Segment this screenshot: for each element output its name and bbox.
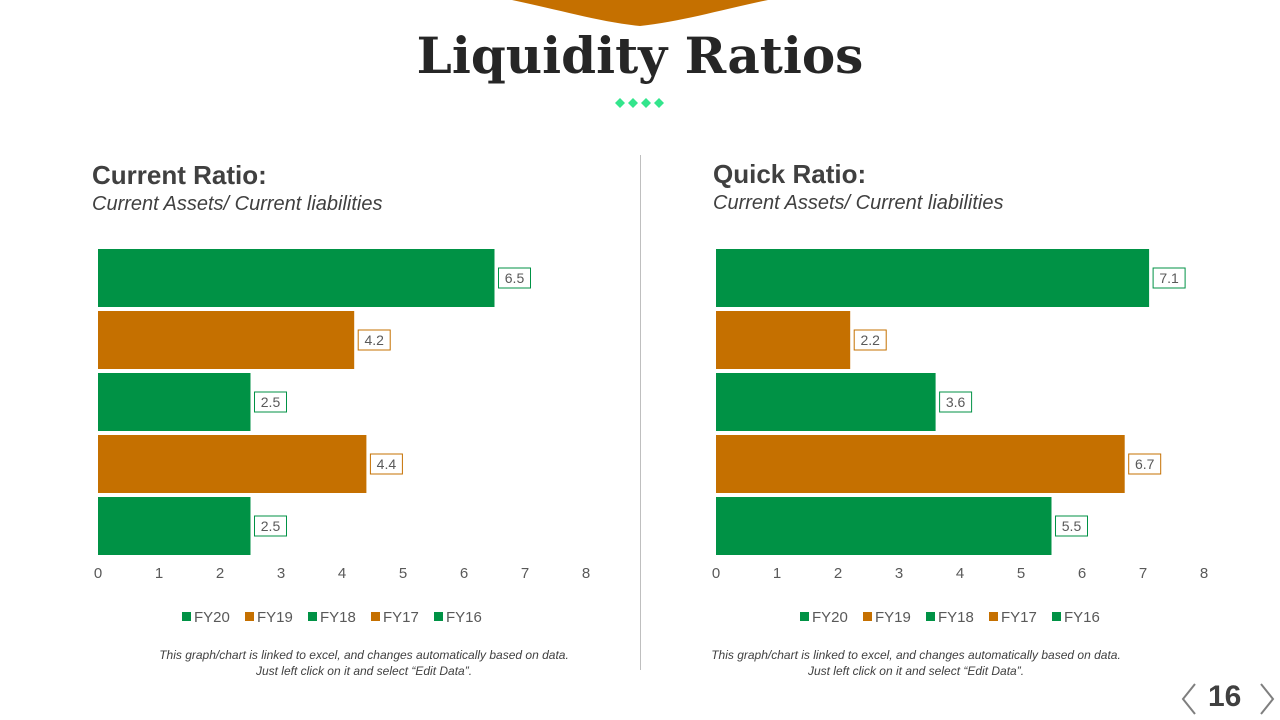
x-tick-label: 4 (338, 565, 346, 582)
data-label-box (254, 391, 287, 413)
bar-fy19[interactable] (98, 311, 355, 369)
bar-fy17[interactable] (98, 435, 367, 493)
legend-swatch (182, 612, 191, 621)
data-label-box (1128, 453, 1162, 475)
current-ratio-heading: Current Ratio: (92, 160, 267, 190)
data-label: 2.5 (261, 518, 281, 534)
bar-fy17[interactable] (716, 435, 1125, 493)
note-line-2: Just left click on it and select “Edit D… (255, 664, 473, 678)
data-label: 4.4 (377, 456, 397, 472)
legend-label-fy20: FY20 (194, 609, 230, 626)
bar-fy18[interactable] (98, 373, 251, 431)
bar-fy18[interactable] (716, 373, 936, 431)
vertical-divider (640, 155, 641, 670)
legend-swatch (926, 612, 935, 621)
bar-fy20[interactable] (716, 249, 1150, 307)
legend-swatch (434, 612, 443, 621)
chevron-right-icon[interactable] (1258, 682, 1276, 716)
x-tick-label: 7 (521, 565, 529, 582)
diamond-divider-icon (615, 98, 664, 108)
data-label-box (853, 329, 887, 351)
x-tick-label: 5 (1017, 565, 1025, 582)
data-label-box (939, 391, 973, 413)
current-ratio-note: This graph/chart is linked to excel, and… (124, 647, 604, 679)
legend-swatch (989, 612, 998, 621)
data-label-box (1152, 267, 1186, 289)
legend-label-fy17: FY17 (1001, 609, 1037, 626)
data-label: 4.2 (364, 332, 384, 348)
legend-swatch (371, 612, 380, 621)
x-tick-label: 5 (399, 565, 407, 582)
data-label: 2.5 (261, 394, 281, 410)
quick-ratio-chart[interactable]: 7.1 2.2 3.6 6.7 5.5 0 1 2 3 4 5 6 7 8 FY20 FY19 FY18 FY17… (0, 0, 1280, 640)
page-title: Liquidity Ratios (416, 26, 864, 85)
quick-ratio-subheading: Current Assets/ Current liabilities (713, 192, 1004, 214)
x-tick-label: 6 (1078, 565, 1086, 582)
legend-label-fy18: FY18 (320, 609, 356, 626)
data-label: 6.5 (505, 270, 525, 286)
x-tick-label: 2 (834, 565, 842, 582)
x-tick-label: 3 (277, 565, 285, 582)
note-line-1: This graph/chart is linked to excel, and… (711, 648, 1121, 662)
data-label: 3.6 (946, 394, 966, 410)
x-tick-label: 3 (895, 565, 903, 582)
data-label-box (369, 453, 403, 475)
current-ratio-chart[interactable]: 6.5 4.2 2.5 4.4 2.5 0 1 2 3 4 5 6 7 8 FY20 FY19 FY18 FY17… (0, 0, 640, 640)
top-tab-decoration (512, 0, 768, 26)
quick-ratio-note: This graph/chart is linked to excel, and… (676, 647, 1156, 679)
bar-fy19[interactable] (716, 311, 851, 369)
bar-fy16[interactable] (98, 497, 251, 555)
legend-label-fy16: FY16 (446, 609, 482, 626)
legend-swatch (245, 612, 254, 621)
bar-fy20[interactable] (98, 249, 495, 307)
x-tick-label: 1 (773, 565, 781, 582)
legend-label-fy19: FY19 (875, 609, 911, 626)
page-number: 16 (1208, 680, 1242, 713)
legend-label-fy16: FY16 (1064, 609, 1100, 626)
x-tick-label: 0 (712, 565, 720, 582)
data-label: 5.5 (1062, 518, 1082, 534)
legend-label-fy18: FY18 (938, 609, 974, 626)
x-tick-label: 4 (956, 565, 964, 582)
legend-swatch (308, 612, 317, 621)
legend-swatch (1052, 612, 1061, 621)
data-label-box (254, 515, 287, 537)
data-label-box (498, 267, 531, 289)
quick-ratio-heading: Quick Ratio: (713, 159, 867, 189)
x-tick-label: 2 (216, 565, 224, 582)
data-label: 2.2 (860, 332, 880, 348)
x-tick-label: 6 (460, 565, 468, 582)
x-tick-label: 8 (1200, 565, 1208, 582)
data-label: 7.1 (1159, 270, 1179, 286)
chevron-left-icon[interactable] (1180, 682, 1198, 716)
note-line-2: Just left click on it and select “Edit D… (807, 664, 1025, 678)
legend-swatch (800, 612, 809, 621)
note-line-1: This graph/chart is linked to excel, and… (159, 648, 569, 662)
data-label-box (1055, 515, 1088, 537)
data-label: 6.7 (1135, 456, 1155, 472)
x-tick-label: 1 (155, 565, 163, 582)
x-tick-label: 8 (582, 565, 590, 582)
legend-swatch (863, 612, 872, 621)
data-label-box (357, 329, 391, 351)
current-ratio-subheading: Current Assets/ Current liabilities (92, 193, 383, 215)
legend-label-fy17: FY17 (383, 609, 419, 626)
bar-fy16[interactable] (716, 497, 1052, 555)
legend-label-fy20: FY20 (812, 609, 848, 626)
x-tick-label: 0 (94, 565, 102, 582)
x-tick-label: 7 (1139, 565, 1147, 582)
legend-label-fy19: FY19 (257, 609, 293, 626)
